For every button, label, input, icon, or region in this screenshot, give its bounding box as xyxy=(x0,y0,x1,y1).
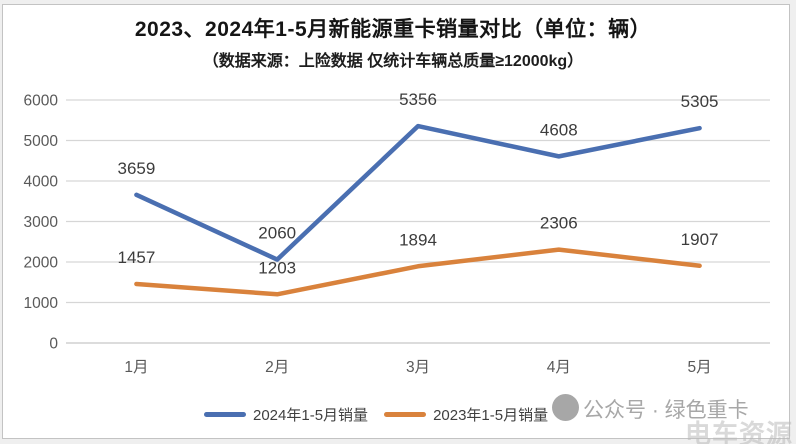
y-axis-tick-label: 5000 xyxy=(24,133,59,150)
y-axis-tick-label: 6000 xyxy=(24,93,59,110)
x-axis-tick-label: 2月 xyxy=(265,359,289,376)
legend-label-2024: 2024年1-5月销量 xyxy=(253,407,369,424)
data-label: 5356 xyxy=(399,90,437,109)
watermark-text: 公众号 · 绿色重卡 xyxy=(583,399,749,422)
data-label: 1894 xyxy=(399,230,437,249)
chart-subtitle: （数据来源：上险数据 仅统计车辆总质量≥12000kg） xyxy=(202,53,584,70)
data-label: 5305 xyxy=(681,92,719,111)
series-line-2024 xyxy=(134,123,702,262)
data-label: 1203 xyxy=(258,258,296,277)
series-line-2023 xyxy=(134,247,702,297)
data-label: 1457 xyxy=(117,248,155,267)
y-axis-tick-label: 1000 xyxy=(24,295,59,312)
data-label: 2306 xyxy=(540,214,578,233)
watermark-dot-icon xyxy=(552,394,579,421)
y-axis-tick-label: 0 xyxy=(49,336,58,353)
legend-line-2023-icon xyxy=(384,412,427,417)
data-label: 4608 xyxy=(540,120,578,139)
data-label: 3659 xyxy=(117,159,155,178)
corner-watermark: 电车资源 xyxy=(684,419,793,444)
legend-item-2023[interactable]: 2023年1-5月销量 xyxy=(384,404,548,425)
x-axis-tick-label: 5月 xyxy=(688,359,712,376)
y-axis-tick-label: 2000 xyxy=(24,255,59,272)
legend-label-2023: 2023年1-5月销量 xyxy=(433,407,549,424)
x-axis-tick-label: 1月 xyxy=(124,359,148,376)
legend-item-2024[interactable]: 2024年1-5月销量 xyxy=(204,404,368,425)
chart-legend: 2024年1-5月销量 2023年1-5月销量 xyxy=(204,404,548,425)
legend-line-2024-icon xyxy=(204,412,246,417)
y-axis-tick-label: 4000 xyxy=(24,174,59,191)
chart-title: 2023、2024年1-5月新能源重卡销量对比（单位：辆） xyxy=(134,18,652,41)
data-label: 1907 xyxy=(681,230,719,249)
data-label: 2060 xyxy=(258,224,296,243)
x-axis-tick-label: 3月 xyxy=(406,359,430,376)
y-axis-tick-label: 3000 xyxy=(24,214,59,231)
x-axis-tick-label: 4月 xyxy=(547,359,571,376)
